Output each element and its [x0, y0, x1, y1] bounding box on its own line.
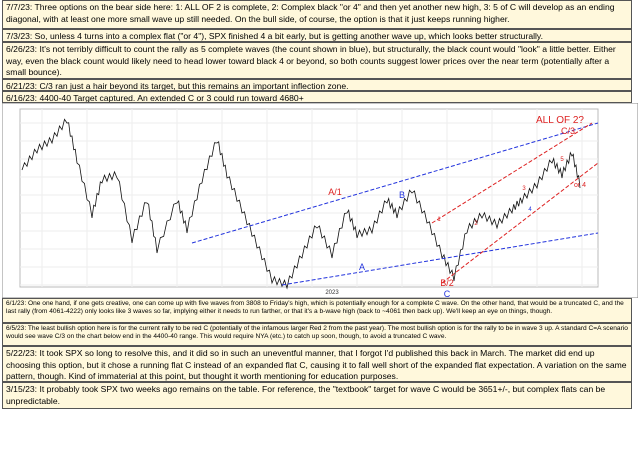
note: 6/26/23: It's not terribly difficult to …: [2, 42, 632, 79]
wave-label: C/3: [561, 126, 575, 136]
wave-label: 2023: [325, 290, 339, 296]
note: 7/3/23: So, unless 4 turns into a comple…: [2, 29, 632, 42]
channel: [191, 122, 599, 244]
wave-label: C: [444, 289, 451, 298]
wave-label: A/1: [328, 187, 342, 197]
note: 6/5/23: The least bullish option here is…: [2, 323, 632, 346]
price-chart: ALL OF 2?C/3 A/1 B A CB/2 or 4 1 2 3 4 5 2023: [2, 103, 638, 298]
wave-label: 4: [528, 207, 532, 213]
channel: [441, 162, 599, 284]
chart-bg: [2, 103, 638, 298]
wave-label: or 4: [574, 182, 586, 189]
note: 3/15/23: It probably took SPX two weeks …: [2, 382, 632, 409]
wave-label: ALL OF 2?: [536, 115, 584, 126]
wave-label: B: [399, 190, 405, 200]
price-line: [21, 118, 581, 290]
note: 6/1/23: One one hand, if one gets creati…: [2, 298, 632, 323]
channel: [431, 122, 593, 224]
wave-label: 2: [474, 221, 478, 227]
wave-label: 3: [522, 186, 526, 192]
plot-area: [19, 108, 599, 288]
wave-label: B/2: [440, 278, 454, 288]
channel: [281, 232, 599, 286]
note: 7/7/23: Three options on the bear side h…: [2, 0, 632, 29]
wave-label: 5: [560, 157, 564, 163]
note: 6/21/23: C/3 ran just a hair beyond its …: [2, 79, 632, 91]
note: 5/22/23: It took SPX so long to resolve …: [2, 346, 632, 382]
note: 6/16/23: 4400-40 Target captured. An ext…: [2, 91, 632, 103]
wave-label: A: [359, 262, 365, 272]
wave-label: 1: [437, 217, 441, 223]
